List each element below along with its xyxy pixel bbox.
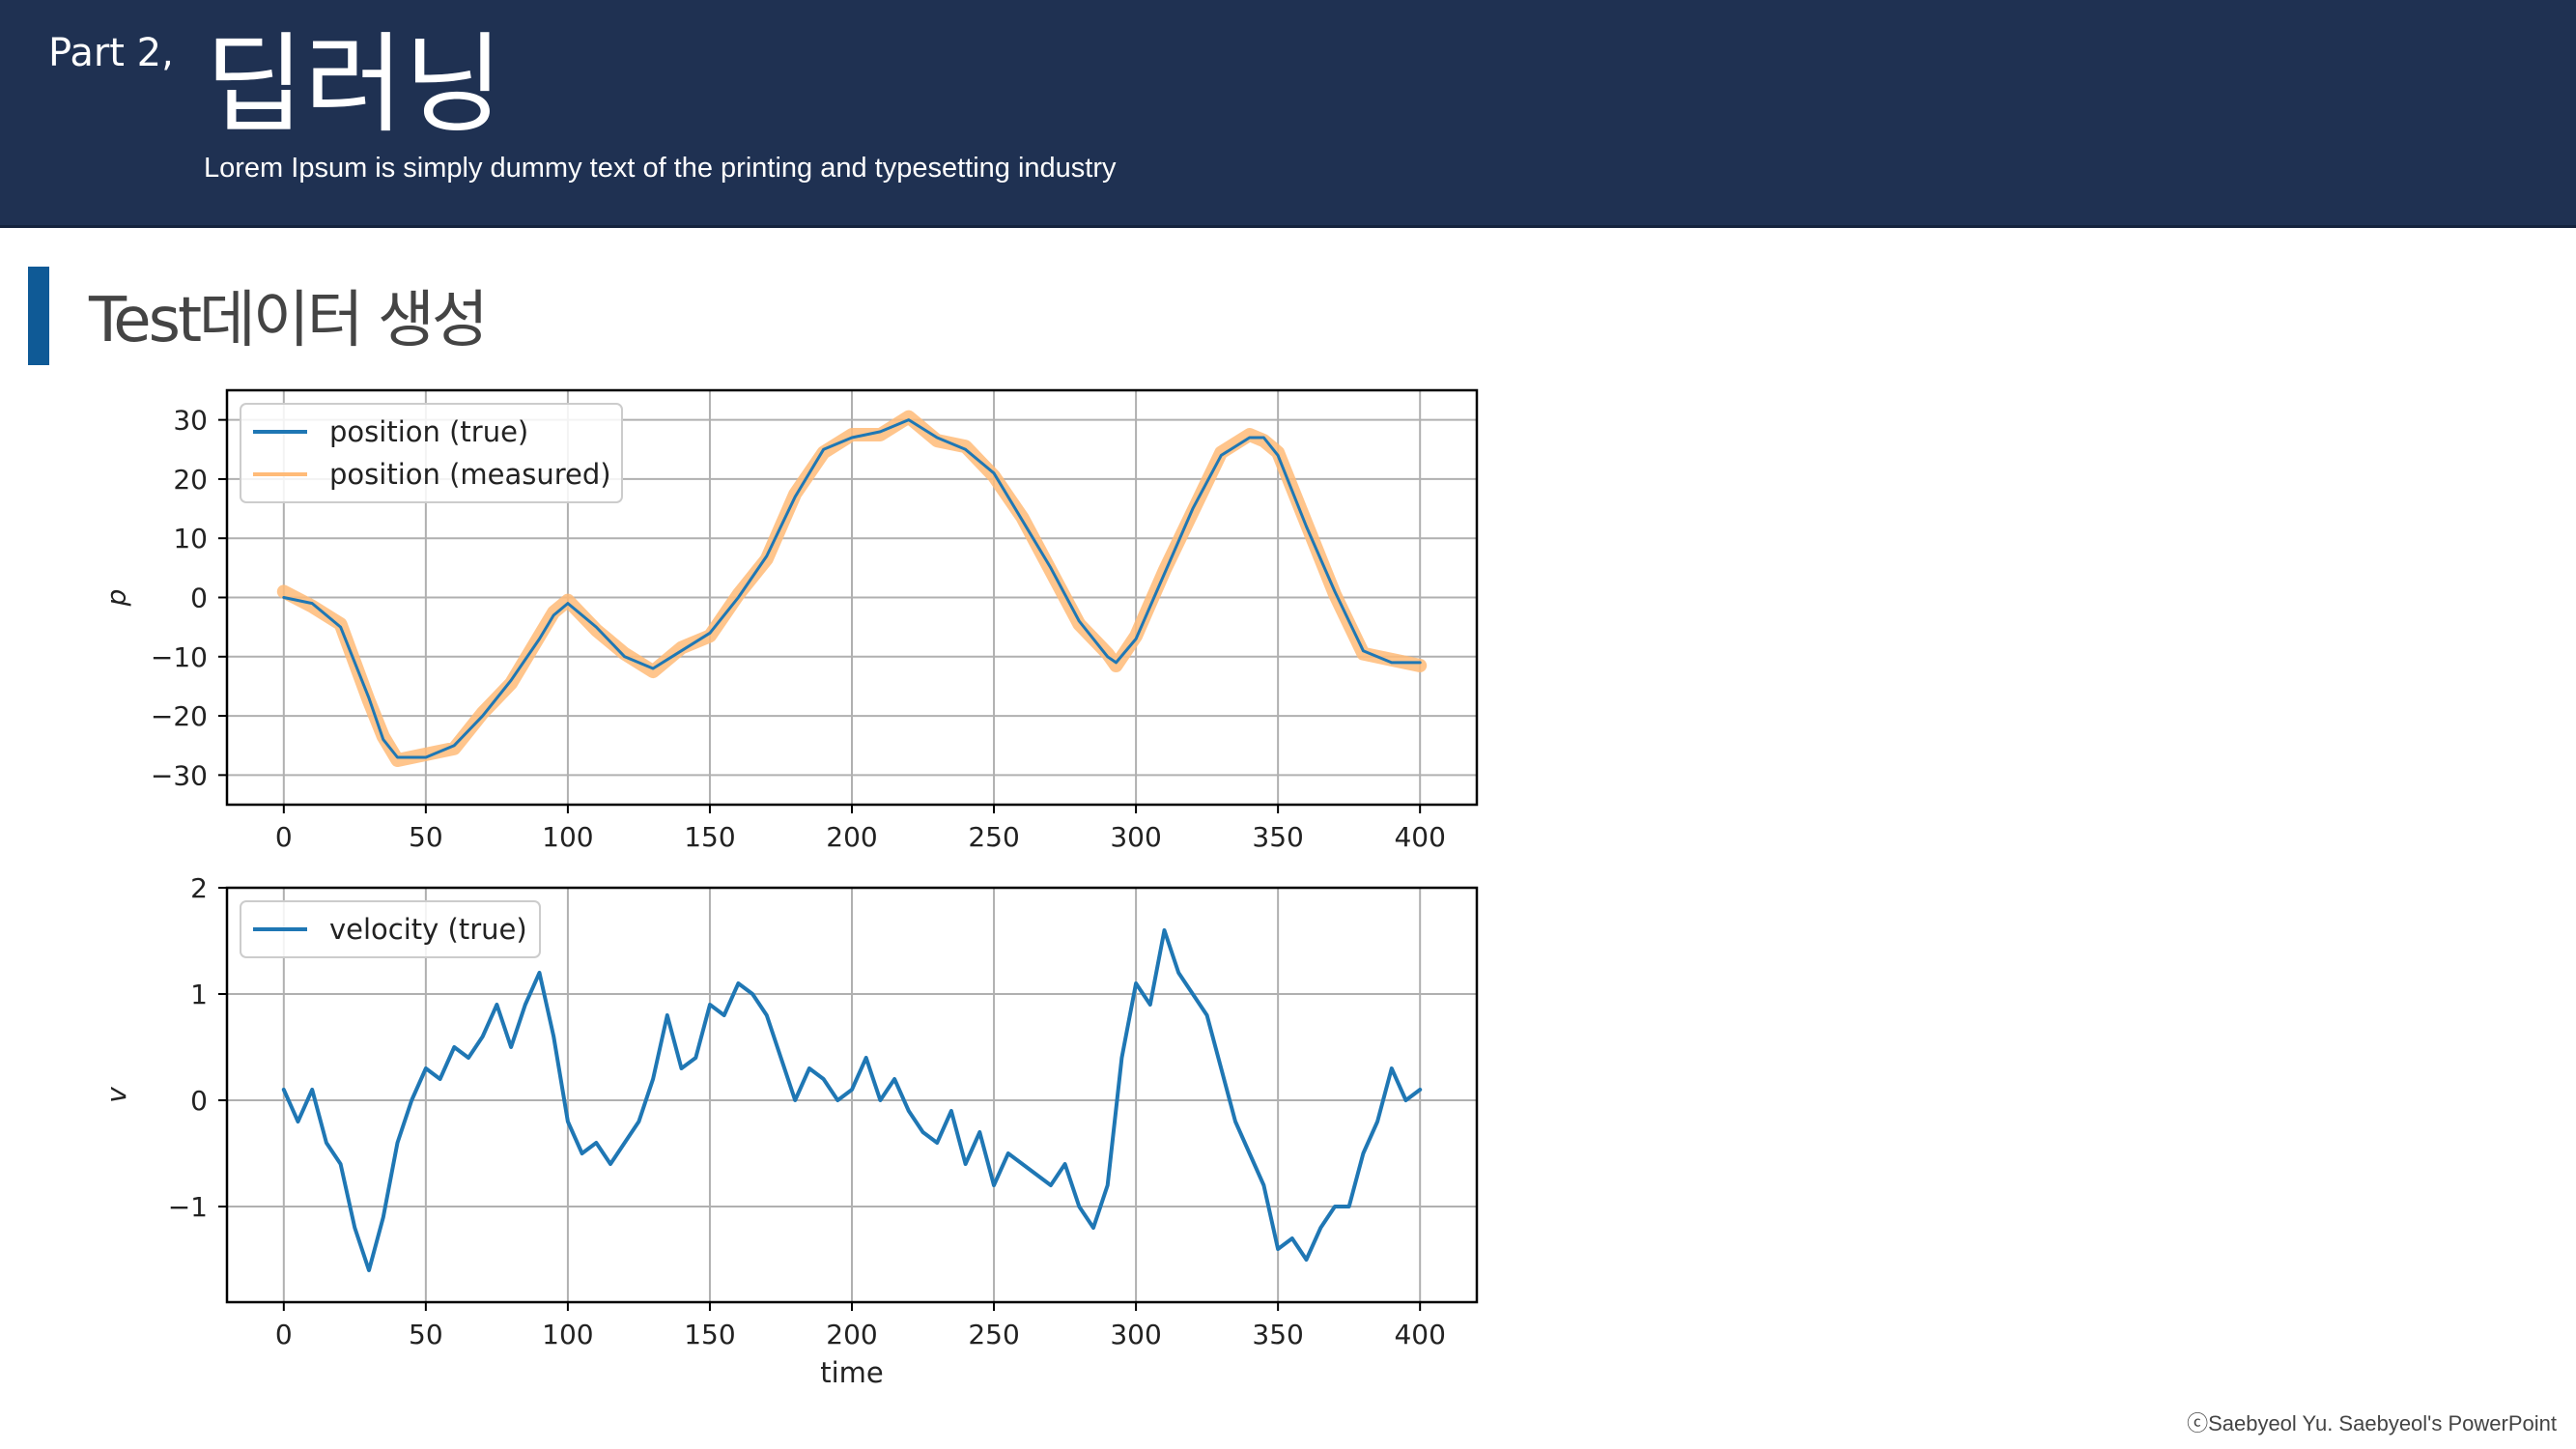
- position-chart-xtick-label: 0: [275, 821, 293, 853]
- velocity-chart-ylabel: v: [100, 1087, 132, 1103]
- velocity-chart-xtick-label: 100: [542, 1319, 593, 1350]
- velocity-chart-ytick-label: 1: [190, 979, 208, 1010]
- velocity-chart-xtick-label: 350: [1252, 1319, 1303, 1350]
- footer-copyright: ⓒSaebyeol Yu. Saebyeol's PowerPoint: [2187, 1411, 2557, 1435]
- position-chart-ylabel: p: [100, 589, 132, 608]
- position-chart-xtick-label: 200: [826, 821, 877, 853]
- velocity-chart-xtick-label: 400: [1394, 1319, 1445, 1350]
- position-chart-xtick-label: 350: [1252, 821, 1303, 853]
- velocity-chart-xlabel: time: [820, 1356, 884, 1389]
- position-chart-series-line-0: [282, 418, 1422, 759]
- position-chart-xtick-label: 150: [684, 821, 735, 853]
- velocity-chart-xtick-label: 50: [409, 1319, 443, 1350]
- velocity-chart-series-line-0: [281, 928, 1423, 1272]
- velocity-chart-xtick-label: 300: [1110, 1319, 1161, 1350]
- position-chart-legend-box: [240, 403, 623, 503]
- velocity-chart-xtick-label: 200: [826, 1319, 877, 1350]
- position-chart-xtick-label: 300: [1110, 821, 1161, 853]
- part-label: Part 2,: [48, 31, 174, 75]
- velocity-chart-legend-box: [240, 900, 541, 958]
- header-banner: Part 2, 딥러닝 Lorem Ipsum is simply dummy …: [0, 0, 2576, 228]
- position-chart-ytick-label: −30: [151, 759, 208, 791]
- velocity-chart-xtick-label: 150: [684, 1319, 735, 1350]
- velocity-chart-ytick-label: 0: [190, 1085, 208, 1117]
- position-chart-legend-label-0: position (true): [329, 415, 528, 448]
- velocity-chart-legend-label-0: velocity (true): [329, 913, 527, 946]
- position-chart-ytick-label: 10: [173, 523, 208, 554]
- section-accent-bar: [28, 267, 49, 365]
- position-chart-xtick-label: 50: [409, 821, 443, 853]
- position-chart-ytick-label: 20: [173, 464, 208, 496]
- velocity-chart-ytick-label: 2: [190, 872, 208, 904]
- section-title: Test데이터 생성: [89, 285, 489, 356]
- velocity-chart-xtick-label: 0: [275, 1319, 293, 1350]
- position-chart-xtick-label: 250: [968, 821, 1019, 853]
- position-chart-ytick-label: −10: [151, 641, 208, 673]
- position-chart-ytick-label: 0: [190, 582, 208, 614]
- position-chart-xtick-label: 100: [542, 821, 593, 853]
- position-chart-ytick-label: 30: [173, 405, 208, 437]
- velocity-chart-xtick-label: 250: [968, 1319, 1019, 1350]
- position-chart-ytick-label: −20: [151, 700, 208, 732]
- position-chart-xtick-label: 400: [1394, 821, 1445, 853]
- velocity-chart-ytick-label: −1: [168, 1191, 208, 1223]
- page-subtitle: Lorem Ipsum is simply dummy text of the …: [204, 153, 1117, 184]
- position-chart-legend-label-1: position (measured): [329, 458, 611, 491]
- page-title: 딥러닝: [205, 22, 504, 148]
